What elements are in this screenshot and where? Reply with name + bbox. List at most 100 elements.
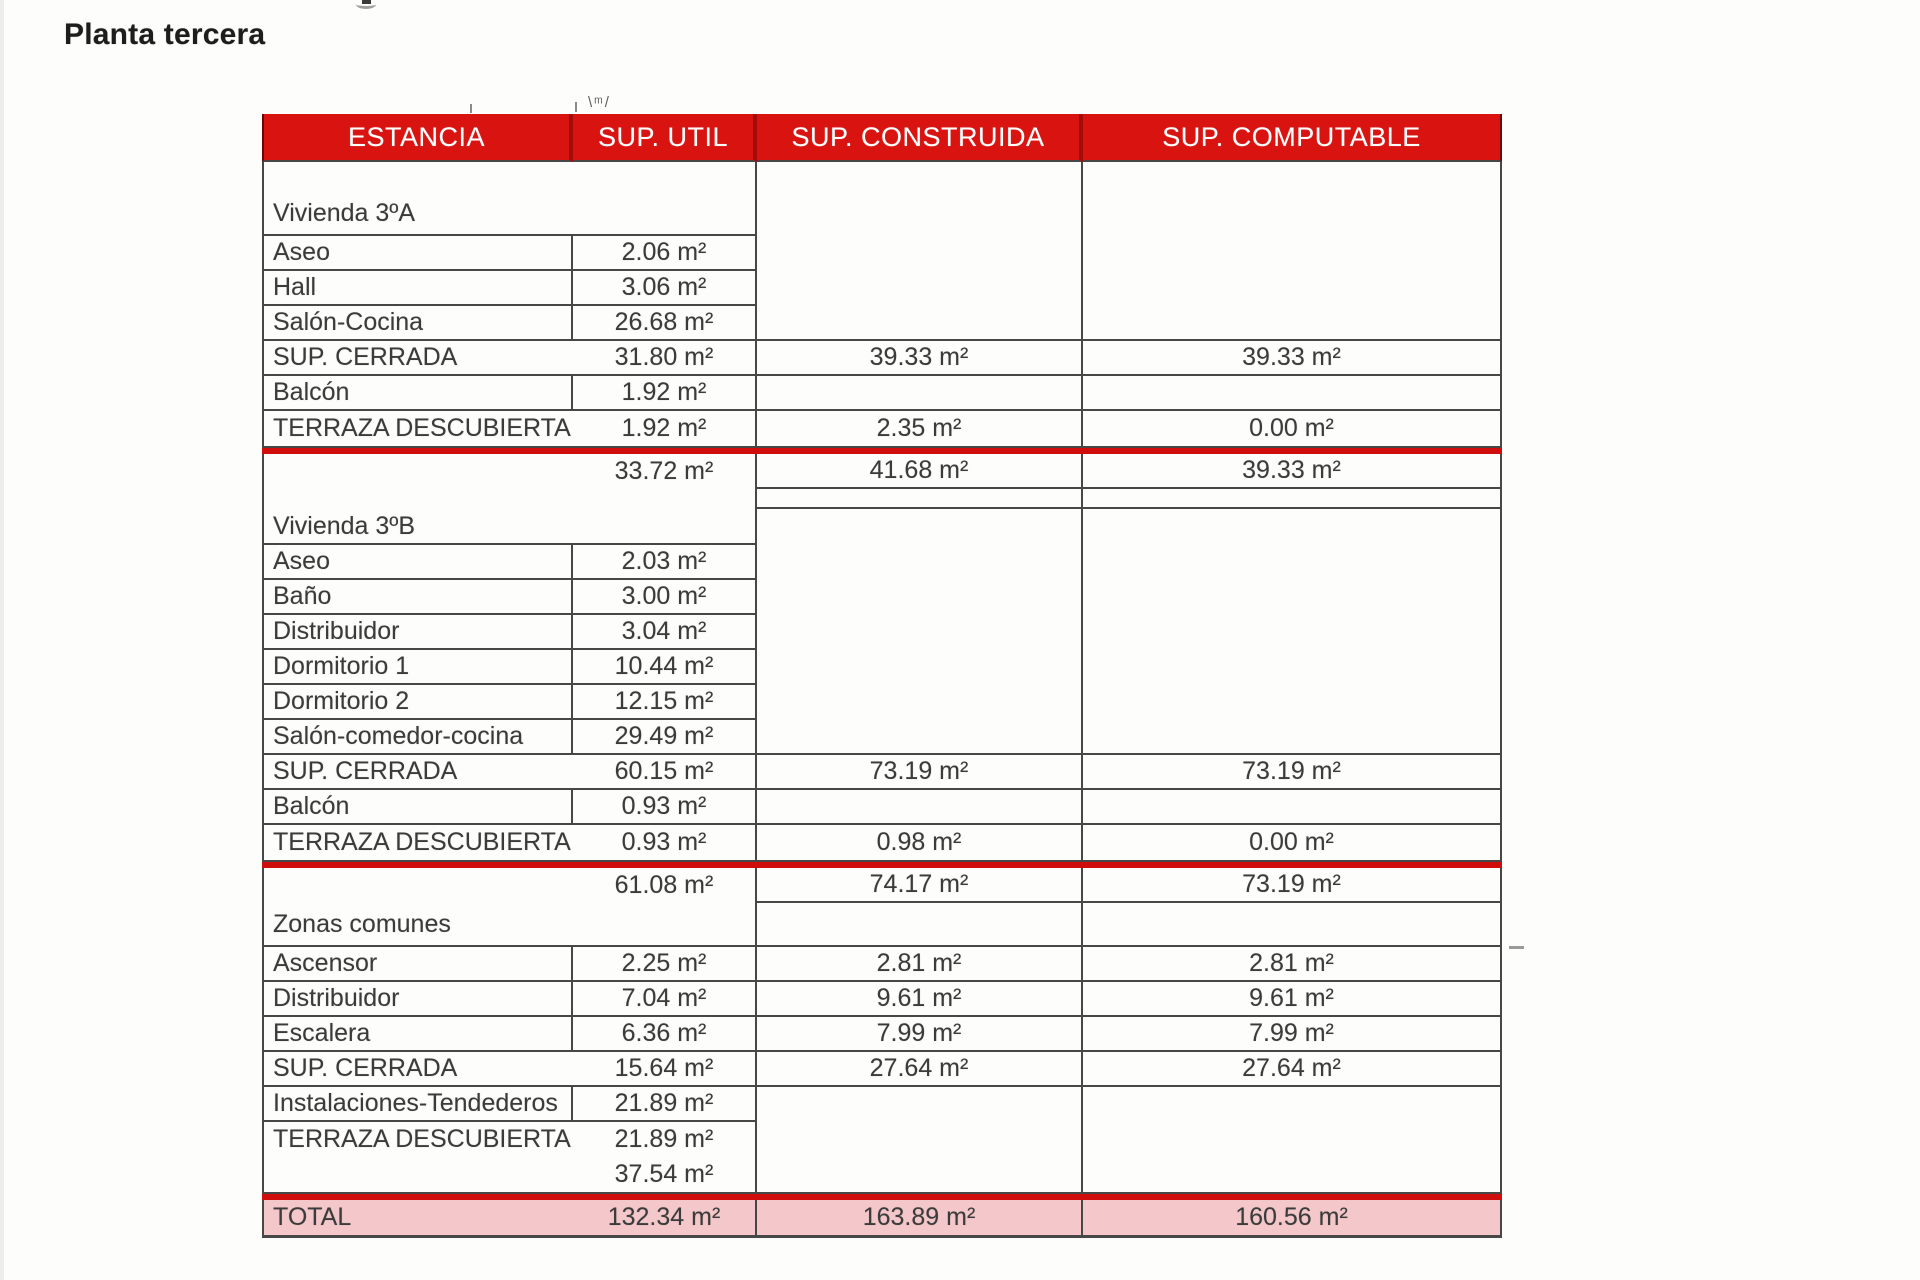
cell-sup-util [573, 489, 757, 509]
cell-sup-util: 3.06 m² [573, 271, 757, 306]
table-row-subtotal: 37.54 m² [262, 1157, 1502, 1192]
header-sup-computable: SUP. COMPUTABLE [1083, 114, 1502, 162]
cell-sup-util: 26.68 m² [573, 306, 757, 341]
cell-sup-util: 21.89 m² [573, 1122, 757, 1157]
scan-squiggle-artifact: \ᵐ/ [588, 94, 611, 111]
cell-sup-construida [757, 580, 1083, 615]
cell-sup-computable [1083, 720, 1502, 755]
cell-sup-util: 60.15 m² [573, 755, 757, 790]
cell-sup-util: 15.64 m² [573, 1052, 757, 1087]
cell-sup-computable: 73.19 m² [1083, 755, 1502, 790]
table-row-terraza: TERRAZA DESCUBIERTA 21.89 m² [262, 1122, 1502, 1157]
page-title: Planta tercera [64, 18, 266, 51]
cell-sup-util: 1.92 m² [573, 376, 757, 411]
cell-estancia: Hall [262, 271, 573, 306]
red-separator [262, 860, 1502, 868]
cell-sup-construida [757, 615, 1083, 650]
cell-sup-util [573, 162, 757, 236]
cell-sup-construida [757, 271, 1083, 306]
cell-estancia: TERRAZA DESCUBIERTA [262, 825, 573, 860]
cell-sup-util: 6.36 m² [573, 1017, 757, 1052]
scan-dash-artifact [1509, 946, 1524, 949]
cell-sup-computable [1083, 580, 1502, 615]
cell-sup-computable [1083, 271, 1502, 306]
cell-estancia: Balcón [262, 376, 573, 411]
cell-estancia: Ascensor [262, 947, 573, 982]
cell-sup-computable [1083, 162, 1502, 236]
cell-sup-computable: 73.19 m² [1083, 868, 1502, 903]
table-row: Aseo 2.03 m² [262, 545, 1502, 580]
red-separator [262, 446, 1502, 454]
cell-estancia: Distribuidor [262, 615, 573, 650]
cell-sup-util: 2.03 m² [573, 545, 757, 580]
table-row-terraza: TERRAZA DESCUBIERTA 0.93 m² 0.98 m² 0.00… [262, 825, 1502, 860]
cell-sup-construida: 9.61 m² [757, 982, 1083, 1017]
cell-sup-computable [1083, 1157, 1502, 1192]
table-row: Salón-comedor-cocina 29.49 m² [262, 720, 1502, 755]
cell-sup-construida [757, 685, 1083, 720]
cell-estancia: SUP. CERRADA [262, 341, 573, 376]
cell-estancia: TOTAL [262, 1200, 573, 1238]
cell-estancia: Dormitorio 2 [262, 685, 573, 720]
cell-sup-util [573, 903, 757, 947]
cell-sup-construida [757, 509, 1083, 545]
table-row: Ascensor 2.25 m² 2.81 m² 2.81 m² [262, 947, 1502, 982]
cell-sup-util: 2.25 m² [573, 947, 757, 982]
cell-estancia: Escalera [262, 1017, 573, 1052]
cell-estancia: Instalaciones-Tendederos [262, 1087, 573, 1122]
cell-estancia: TERRAZA DESCUBIERTA [262, 411, 573, 446]
scan-mark-artifact [356, 0, 376, 9]
table-row: Balcón 1.92 m² [262, 376, 1502, 411]
table-row: Distribuidor 7.04 m² 9.61 m² 9.61 m² [262, 982, 1502, 1017]
cell-sup-computable: 27.64 m² [1083, 1052, 1502, 1087]
cell-estancia: Vivienda 3ºB [262, 509, 573, 545]
cell-sup-construida: 7.99 m² [757, 1017, 1083, 1052]
cell-sup-construida [757, 720, 1083, 755]
cell-estancia: Salón-Cocina [262, 306, 573, 341]
cell-sup-computable [1083, 489, 1502, 509]
cell-sup-computable [1083, 545, 1502, 580]
table-row-sup-cerrada: SUP. CERRADA 60.15 m² 73.19 m² 73.19 m² [262, 755, 1502, 790]
cell-sup-util: 2.06 m² [573, 236, 757, 271]
scan-dash-artifact [362, 0, 371, 4]
cell-sup-util: 31.80 m² [573, 341, 757, 376]
cell-sup-computable [1083, 650, 1502, 685]
cell-sup-construida [757, 306, 1083, 341]
table-row-subtotal: 61.08 m² 74.17 m² 73.19 m² [262, 868, 1502, 903]
cell-sup-computable: 9.61 m² [1083, 982, 1502, 1017]
cell-sup-computable [1083, 790, 1502, 825]
cell-sup-construida: 2.81 m² [757, 947, 1083, 982]
cell-sup-construida: 27.64 m² [757, 1052, 1083, 1087]
table-row-terraza: TERRAZA DESCUBIERTA 1.92 m² 2.35 m² 0.00… [262, 411, 1502, 446]
cell-estancia: Balcón [262, 790, 573, 825]
cell-sup-computable [1083, 903, 1502, 947]
cell-sup-util: 37.54 m² [573, 1157, 757, 1192]
table-row-spacer [262, 489, 1502, 509]
cell-sup-construida [757, 236, 1083, 271]
cell-sup-computable [1083, 1122, 1502, 1157]
cell-sup-util: 0.93 m² [573, 790, 757, 825]
cell-sup-computable [1083, 685, 1502, 720]
areas-table: ESTANCIA SUP. UTIL SUP. CONSTRUIDA SUP. … [262, 114, 1502, 1238]
cell-estancia: Aseo [262, 545, 573, 580]
table-row-section-label: Vivienda 3ºB [262, 509, 1502, 545]
cell-sup-construida: 73.19 m² [757, 755, 1083, 790]
cell-estancia: SUP. CERRADA [262, 755, 573, 790]
table-row: Baño 3.00 m² [262, 580, 1502, 615]
cell-sup-util: 12.15 m² [573, 685, 757, 720]
cell-sup-construida [757, 1122, 1083, 1157]
cell-estancia [262, 1157, 573, 1192]
scan-tick-artifact [575, 102, 577, 112]
cell-sup-construida [757, 650, 1083, 685]
table-row-section-label: Vivienda 3ºA [262, 162, 1502, 236]
cell-sup-util: 0.93 m² [573, 825, 757, 860]
cell-estancia: Salón-comedor-cocina [262, 720, 573, 755]
scan-tick-artifact [470, 104, 472, 113]
table-row: Balcón 0.93 m² [262, 790, 1502, 825]
table-row-sup-cerrada: SUP. CERRADA 15.64 m² 27.64 m² 27.64 m² [262, 1052, 1502, 1087]
red-separator [262, 1192, 1502, 1200]
cell-sup-construida [757, 545, 1083, 580]
scan-edge-artifact [0, 0, 4, 1280]
cell-sup-construida [757, 790, 1083, 825]
